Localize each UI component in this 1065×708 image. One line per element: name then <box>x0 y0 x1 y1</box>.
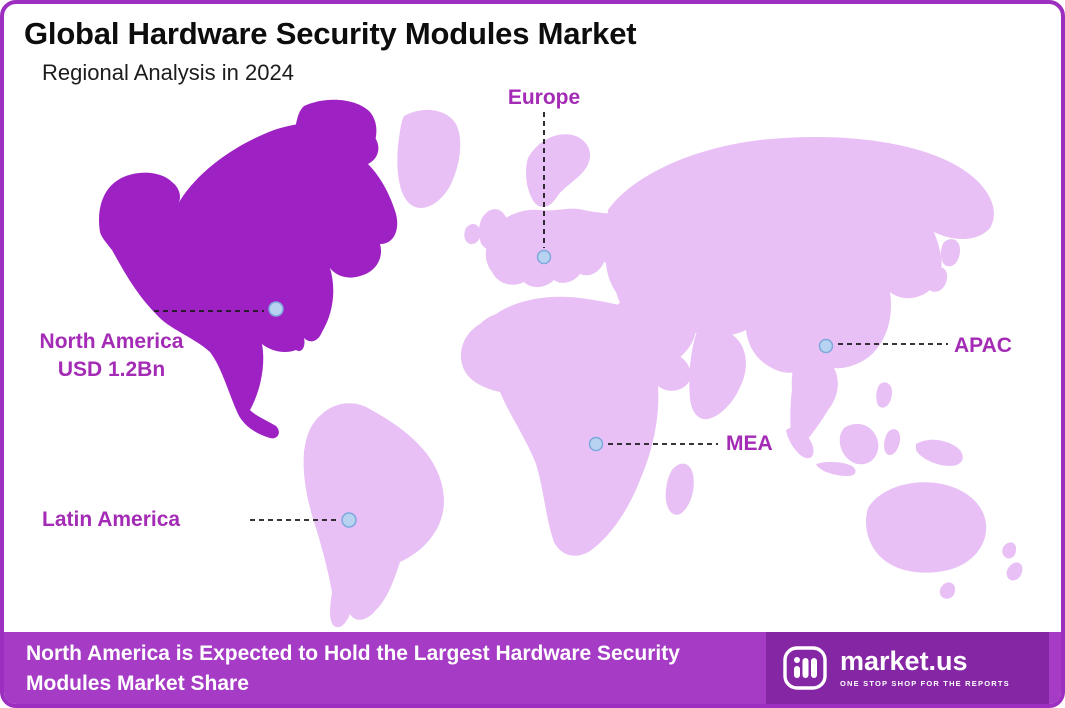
marker-north-america <box>154 301 284 317</box>
region-india <box>689 329 746 420</box>
page-subtitle: Regional Analysis in 2024 <box>42 60 294 85</box>
region-madagascar <box>665 463 694 515</box>
dot-latin-america <box>341 512 357 528</box>
logo-wordmark: market.us <box>840 646 968 676</box>
region-nz-south <box>1006 562 1023 581</box>
dot-apac <box>818 338 834 354</box>
region-japan <box>940 239 960 267</box>
dot-mea <box>588 436 604 452</box>
footer-banner: North America is Expected to Hold the La… <box>4 632 1061 704</box>
region-greenland <box>295 99 377 174</box>
region-sumatra <box>786 427 814 459</box>
region-java <box>816 461 856 476</box>
marker-latin-america <box>250 512 357 528</box>
region-scandinavia <box>526 134 591 207</box>
dot-north-america <box>268 301 284 317</box>
region-asia <box>605 136 994 476</box>
label-apac: APAC <box>954 334 1012 357</box>
region-uk <box>478 209 508 249</box>
label-north-america-value: USD 1.2Bn <box>57 358 166 382</box>
logo-tagline: ONE STOP SHOP FOR THE REPORTS <box>840 679 1010 688</box>
region-europe <box>464 134 643 288</box>
footer-headline: North America is Expected to Hold the La… <box>26 642 680 696</box>
region-philippines <box>876 382 892 408</box>
region-south-america <box>303 403 444 628</box>
region-arabia <box>617 295 696 370</box>
region-ireland <box>464 224 481 245</box>
marketus-logo-icon <box>783 646 827 690</box>
label-latin-america: Latin America <box>42 508 181 531</box>
region-borneo <box>839 423 879 465</box>
header: Global Hardware Security Modules Market … <box>24 16 637 86</box>
region-nz-north <box>1002 542 1017 559</box>
marketus-logo: market.us ONE STOP SHOP FOR THE REPORTS <box>840 646 1010 689</box>
label-north-america: North America USD 1.2Bn <box>14 328 209 385</box>
label-mea: MEA <box>726 432 773 455</box>
region-indochina <box>790 353 838 447</box>
label-north-america-name: North America <box>39 330 184 353</box>
marker-mea <box>588 436 718 452</box>
marker-apac <box>818 338 948 354</box>
dot-europe <box>536 249 552 265</box>
region-tasmania <box>939 582 956 599</box>
marker-europe <box>536 112 552 265</box>
label-europe: Europe <box>507 86 581 109</box>
region-japan-south <box>926 267 948 292</box>
region-sulawesi <box>884 429 901 456</box>
marketus-brand-panel: market.us ONE STOP SHOP FOR THE REPORTS <box>766 632 1049 704</box>
page-title: Global Hardware Security Modules Market <box>24 16 637 51</box>
region-iceland <box>397 109 461 208</box>
region-australia <box>865 482 1023 599</box>
region-new-guinea <box>916 439 963 466</box>
region-north-america <box>99 99 398 439</box>
world-map <box>99 99 1023 628</box>
